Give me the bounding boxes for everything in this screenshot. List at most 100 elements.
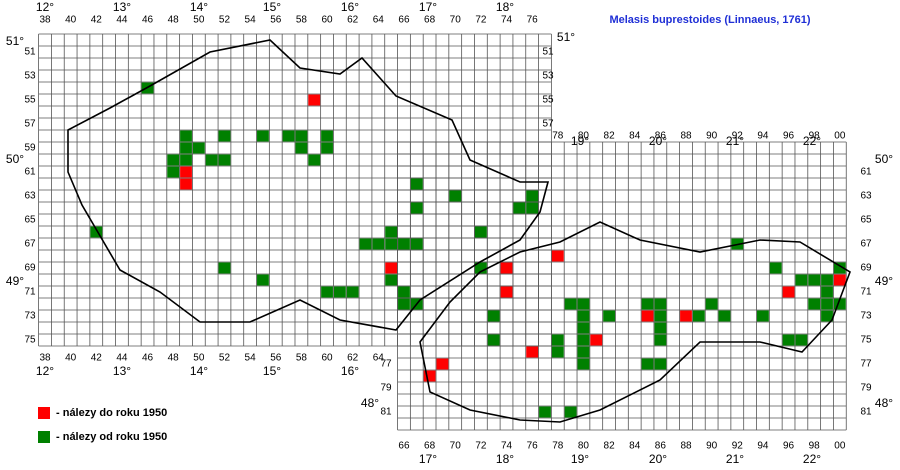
- record-cell: [833, 298, 846, 310]
- degree-label: 13°: [113, 0, 131, 14]
- record-cell: [718, 310, 731, 322]
- degree-label: 19°: [571, 134, 589, 148]
- record-cell: [218, 262, 231, 274]
- column-label: 78: [552, 441, 564, 452]
- degree-label: 50°: [6, 152, 24, 166]
- column-label: 56: [270, 15, 282, 26]
- column-label: 66: [398, 15, 410, 26]
- row-label: 55: [542, 95, 554, 106]
- row-label: 61: [24, 167, 36, 178]
- record-cell: [333, 286, 346, 298]
- column-label: 92: [732, 131, 744, 142]
- row-label: 75: [860, 335, 872, 346]
- record-cell: [769, 262, 782, 274]
- column-label: 96: [783, 441, 795, 452]
- record-cell: [218, 154, 231, 166]
- row-label: 75: [24, 335, 36, 346]
- record-cell: [180, 130, 192, 142]
- column-label: 80: [578, 441, 590, 452]
- column-label: 44: [116, 353, 128, 364]
- degree-label: 48°: [875, 396, 893, 410]
- record-cell: [449, 190, 462, 202]
- degree-label: 50°: [875, 152, 893, 166]
- record-cell: [487, 310, 500, 322]
- degree-label: 12°: [36, 0, 54, 14]
- column-label: 46: [142, 15, 154, 26]
- grid: [38, 33, 847, 431]
- column-label: 68: [424, 441, 436, 452]
- record-cell: [654, 310, 667, 322]
- column-label: 82: [604, 441, 616, 452]
- record-cell: [782, 286, 795, 298]
- row-label: 51: [542, 47, 554, 58]
- record-cell: [641, 298, 654, 310]
- record-cell: [487, 334, 500, 346]
- record-cell: [180, 142, 192, 154]
- record-cell: [308, 154, 321, 166]
- column-label: 86: [655, 131, 667, 142]
- record-cell: [757, 310, 769, 322]
- column-label: 74: [501, 441, 513, 452]
- legend-swatch: [38, 407, 50, 419]
- column-label: 60: [321, 15, 333, 26]
- map-title: Melasis buprestoides (Linnaeus, 1761): [609, 14, 810, 26]
- record-cell: [167, 154, 180, 166]
- record-cell: [167, 166, 180, 178]
- row-label: 79: [860, 383, 872, 394]
- record-cell: [436, 358, 449, 370]
- record-cell: [474, 226, 487, 238]
- column-label: 54: [245, 353, 257, 364]
- column-label: 78: [552, 131, 564, 142]
- column-label: 70: [450, 441, 462, 452]
- column-label: 54: [245, 15, 257, 26]
- column-label: 96: [783, 131, 795, 142]
- degree-label: 14°: [190, 364, 208, 378]
- column-label: 92: [732, 441, 744, 452]
- column-label: 98: [809, 131, 821, 142]
- record-cell: [577, 322, 590, 334]
- record-cell: [321, 286, 333, 298]
- record-cell: [564, 406, 577, 418]
- record-cell: [410, 178, 423, 190]
- record-cell: [590, 334, 603, 346]
- column-label: 74: [501, 15, 513, 26]
- czech-border: [67, 39, 550, 331]
- column-label: 50: [193, 15, 205, 26]
- degree-label: 14°: [190, 0, 208, 14]
- record-cell: [180, 154, 192, 166]
- record-cell: [551, 334, 564, 346]
- degree-label: 18°: [496, 452, 514, 466]
- degree-label: 48°: [361, 396, 379, 410]
- column-label: 70: [450, 15, 462, 26]
- record-cell: [654, 334, 667, 346]
- record-cell: [474, 262, 487, 274]
- grid-labels: 38 40 42 44 46 48 50 52 54 56 58 60 62 64 66 68 70 72 74 76…: [6, 0, 893, 466]
- column-label: 44: [116, 15, 128, 26]
- degree-label: 51°: [557, 30, 575, 44]
- record-cell: [551, 346, 564, 358]
- column-label: 88: [680, 131, 692, 142]
- column-label: 00: [834, 441, 846, 452]
- record-cell: [526, 346, 539, 358]
- record-cell: [705, 298, 718, 310]
- record-cell: [526, 202, 539, 214]
- row-label: 71: [24, 287, 36, 298]
- column-label: 56: [270, 353, 282, 364]
- record-cell: [410, 202, 423, 214]
- row-label: 55: [24, 95, 36, 106]
- column-label: 62: [347, 353, 359, 364]
- degree-label: 13°: [113, 364, 131, 378]
- column-label: 80: [578, 131, 590, 142]
- record-cell: [180, 178, 192, 190]
- row-label: 65: [860, 215, 872, 226]
- column-label: 72: [475, 441, 487, 452]
- record-cell: [821, 310, 833, 322]
- column-label: 98: [809, 441, 821, 452]
- row-label: 67: [860, 239, 872, 250]
- record-cell: [410, 238, 423, 250]
- degree-label: 49°: [875, 274, 893, 288]
- column-label: 84: [629, 131, 641, 142]
- degree-label: 22°: [803, 452, 821, 466]
- column-label: 58: [296, 15, 308, 26]
- row-label: 63: [860, 191, 872, 202]
